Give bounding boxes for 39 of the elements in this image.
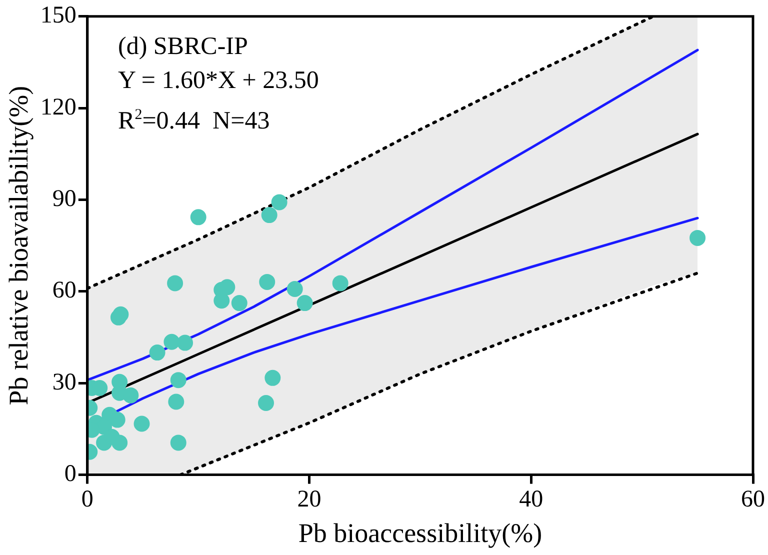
point [168,394,184,410]
point [271,194,288,210]
point [219,279,236,296]
point [134,416,150,432]
point [190,209,206,226]
annotation: Y = 1.60*X + 23.50 [118,66,319,96]
point [167,275,184,292]
point [231,295,248,312]
x-tick-label: 20 [297,486,322,512]
point [259,274,276,290]
point [258,394,274,411]
annotation: R$^{2}$=0.44 N=43 [118,106,271,136]
point [690,230,706,246]
y-tick-label: 90 [52,186,76,212]
point [170,434,186,451]
y-axis-title: Pb relative bioavailability(%) [3,86,34,406]
point [264,370,281,386]
point [104,428,120,445]
x-tick-label: 40 [519,486,544,512]
point [261,207,278,224]
y-tick-label: 150 [40,2,76,29]
point [149,344,166,361]
x-tick-label: 60 [741,486,765,512]
point [177,334,194,351]
y-tick-label: 60 [52,278,76,304]
x-tick-label: 0 [81,486,94,512]
point [332,275,348,292]
point [122,387,139,404]
x-axis-title: Pb bioaccessibility(%) [298,518,542,548]
annotation: (d) SBRC-IP [118,32,249,62]
y-tick-label: 30 [52,369,76,396]
y-tick-label: 0 [64,461,76,488]
point [112,306,129,322]
point [286,280,303,297]
point [170,372,186,388]
y-tick-label: 120 [40,94,76,120]
point [296,295,313,312]
point [109,412,126,428]
point [164,334,180,350]
